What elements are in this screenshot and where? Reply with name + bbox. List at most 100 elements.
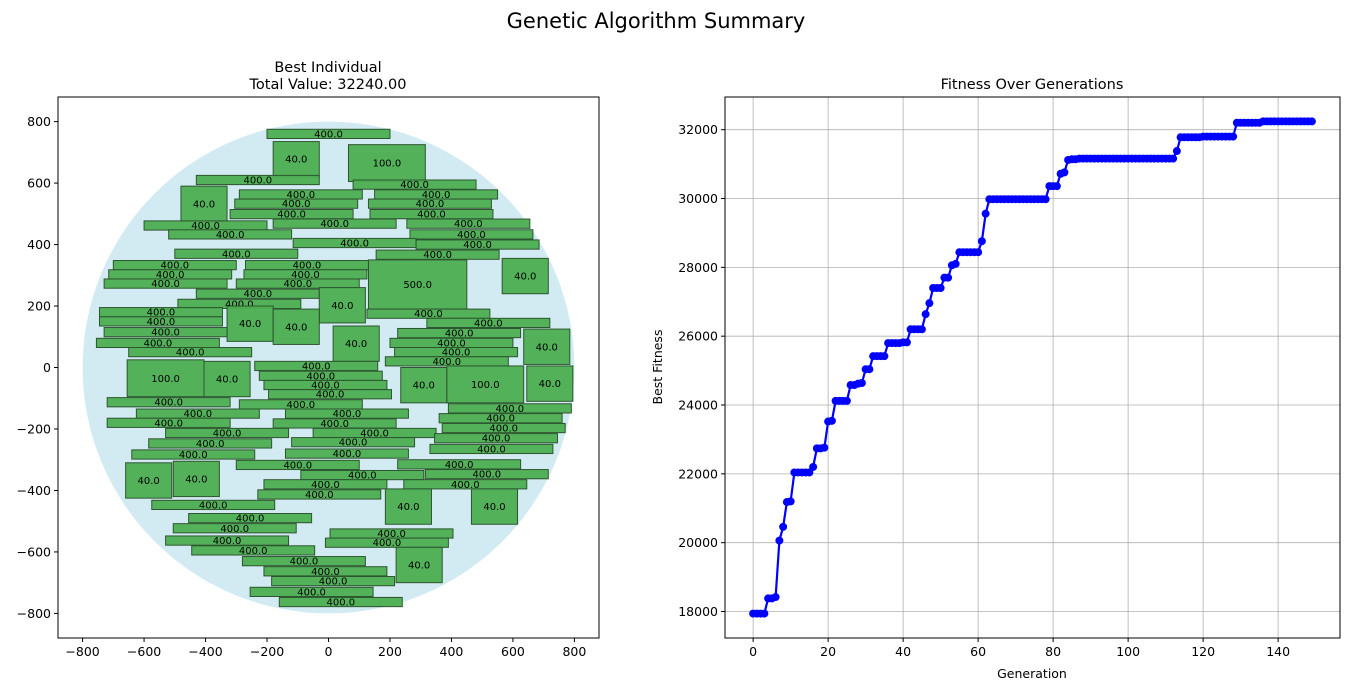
fitness-point-50 <box>936 284 945 293</box>
left-x-tick-label-6: 400 <box>440 644 464 659</box>
item-rect-15 <box>168 229 293 240</box>
item-label-78: 400.0 <box>472 470 501 481</box>
left-y-tick-label-2: −400 <box>17 483 51 498</box>
item-label-94: 400.0 <box>319 577 348 588</box>
item-rect-73 <box>125 462 173 499</box>
item-rect-74 <box>172 460 220 498</box>
left-x-tick-label-8: 800 <box>562 644 586 659</box>
fitness-point-41 <box>902 338 911 347</box>
right-x-tick-label-5: 100 <box>1116 644 1140 659</box>
item-label-84: 400.0 <box>199 500 228 511</box>
item-rect-37 <box>426 317 551 329</box>
item-label-2: 100.0 <box>373 159 402 170</box>
fitness-point-7 <box>775 536 784 545</box>
item-rect-82 <box>384 488 432 525</box>
item-label-65: 400.0 <box>213 428 242 439</box>
right-y-tick-label-3: 24000 <box>678 398 718 413</box>
item-label-95: 400.0 <box>297 587 326 598</box>
item-label-79: 400.0 <box>311 480 340 491</box>
right-frame <box>724 96 1341 639</box>
best-individual-chart: Best Individual Total Value: 32240.00 40… <box>17 60 600 659</box>
item-rect-28 <box>501 257 549 295</box>
fitness-chart: Fitness Over Generations 0 20 40 60 80 100 120… <box>650 77 1341 681</box>
item-label-86: 400.0 <box>220 524 249 535</box>
item-label-21: 400.0 <box>160 261 189 272</box>
item-rect-72 <box>284 448 409 459</box>
fitness-point-78 <box>1041 195 1050 204</box>
item-label-25: 400.0 <box>151 279 180 290</box>
item-label-26: 400.0 <box>283 279 312 290</box>
item-label-7: 400.0 <box>422 190 451 201</box>
item-rect-91 <box>395 546 443 584</box>
right-y-tick-label-2: 22000 <box>678 466 718 481</box>
right-y-tick-label-4: 26000 <box>678 329 718 344</box>
left-x-tick-label-0: −800 <box>65 644 99 659</box>
item-label-55: 400.0 <box>316 390 345 401</box>
item-label-6: 400.0 <box>287 190 316 201</box>
item-rect-64 <box>441 422 566 434</box>
left-chart-title-line1: Best Individual <box>274 60 381 76</box>
item-rect-80 <box>403 479 528 490</box>
item-label-57: 400.0 <box>287 400 316 411</box>
item-rect-71 <box>131 449 256 460</box>
item-label-60: 400.0 <box>333 409 362 420</box>
left-x-tick-label-2: −400 <box>188 644 222 659</box>
item-label-56: 400.0 <box>154 398 183 409</box>
item-label-30: 400.0 <box>225 299 254 310</box>
item-rect-88 <box>165 535 290 546</box>
fitness-point-35 <box>880 352 889 361</box>
left-axes: −800 −600 −400 −200 0 200 400 600 800 −800 −600 −40… <box>17 96 600 659</box>
item-rect-27 <box>367 259 468 310</box>
left-y-tick-label-0: −800 <box>17 606 51 621</box>
item-label-72: 400.0 <box>333 449 362 460</box>
item-label-62: 400.0 <box>154 418 183 429</box>
item-label-33: 400.0 <box>414 309 443 320</box>
item-label-63: 400.0 <box>320 419 349 430</box>
left-x-tick-label-1: −600 <box>127 644 161 659</box>
item-label-1: 40.0 <box>285 155 307 166</box>
item-label-91: 40.0 <box>408 560 430 571</box>
item-label-3: 400.0 <box>243 175 272 186</box>
item-label-70: 400.0 <box>477 444 506 455</box>
item-label-47: 400.0 <box>302 361 331 372</box>
item-rect-94 <box>271 576 396 587</box>
right-y-tick-label-6: 30000 <box>678 191 718 206</box>
item-rect-84 <box>151 499 276 511</box>
item-rect-93 <box>263 566 388 577</box>
left-y-tick-label-5: 200 <box>27 299 51 314</box>
fitness-point-47 <box>925 299 934 308</box>
right-x-tick-label-3: 60 <box>970 644 986 659</box>
item-label-92: 400.0 <box>290 557 319 568</box>
item-label-85: 400.0 <box>236 514 265 525</box>
fitness-point-46 <box>921 310 930 319</box>
item-rect-36 <box>272 308 320 345</box>
item-rect-35 <box>226 305 274 342</box>
right-y-tick-label-7: 32000 <box>678 122 718 137</box>
fitness-point-8 <box>779 522 788 531</box>
item-label-53: 40.0 <box>539 379 561 390</box>
item-label-37: 400.0 <box>474 318 503 329</box>
item-rect-75 <box>235 459 360 471</box>
item-label-96: 400.0 <box>326 598 355 609</box>
item-rect-70 <box>429 443 554 455</box>
item-label-71: 400.0 <box>179 450 208 461</box>
item-label-17: 400.0 <box>340 239 369 250</box>
item-label-18: 400.0 <box>463 240 492 251</box>
left-y-tick-label-4: 0 <box>43 360 51 375</box>
item-rect-34 <box>98 316 223 327</box>
item-label-46: 400.0 <box>433 357 462 368</box>
item-label-13: 400.0 <box>454 219 483 230</box>
item-label-22: 400.0 <box>293 261 322 272</box>
item-rect-43 <box>523 328 571 365</box>
fitness-point-29 <box>857 378 866 387</box>
item-label-69: 400.0 <box>196 439 225 450</box>
item-label-93: 400.0 <box>311 567 340 578</box>
item-label-44: 400.0 <box>176 348 205 359</box>
item-label-54: 400.0 <box>311 381 340 392</box>
fitness-point-3 <box>760 609 769 618</box>
item-label-15: 400.0 <box>216 230 245 241</box>
item-rect-92 <box>241 556 366 567</box>
item-label-36: 40.0 <box>285 322 307 333</box>
